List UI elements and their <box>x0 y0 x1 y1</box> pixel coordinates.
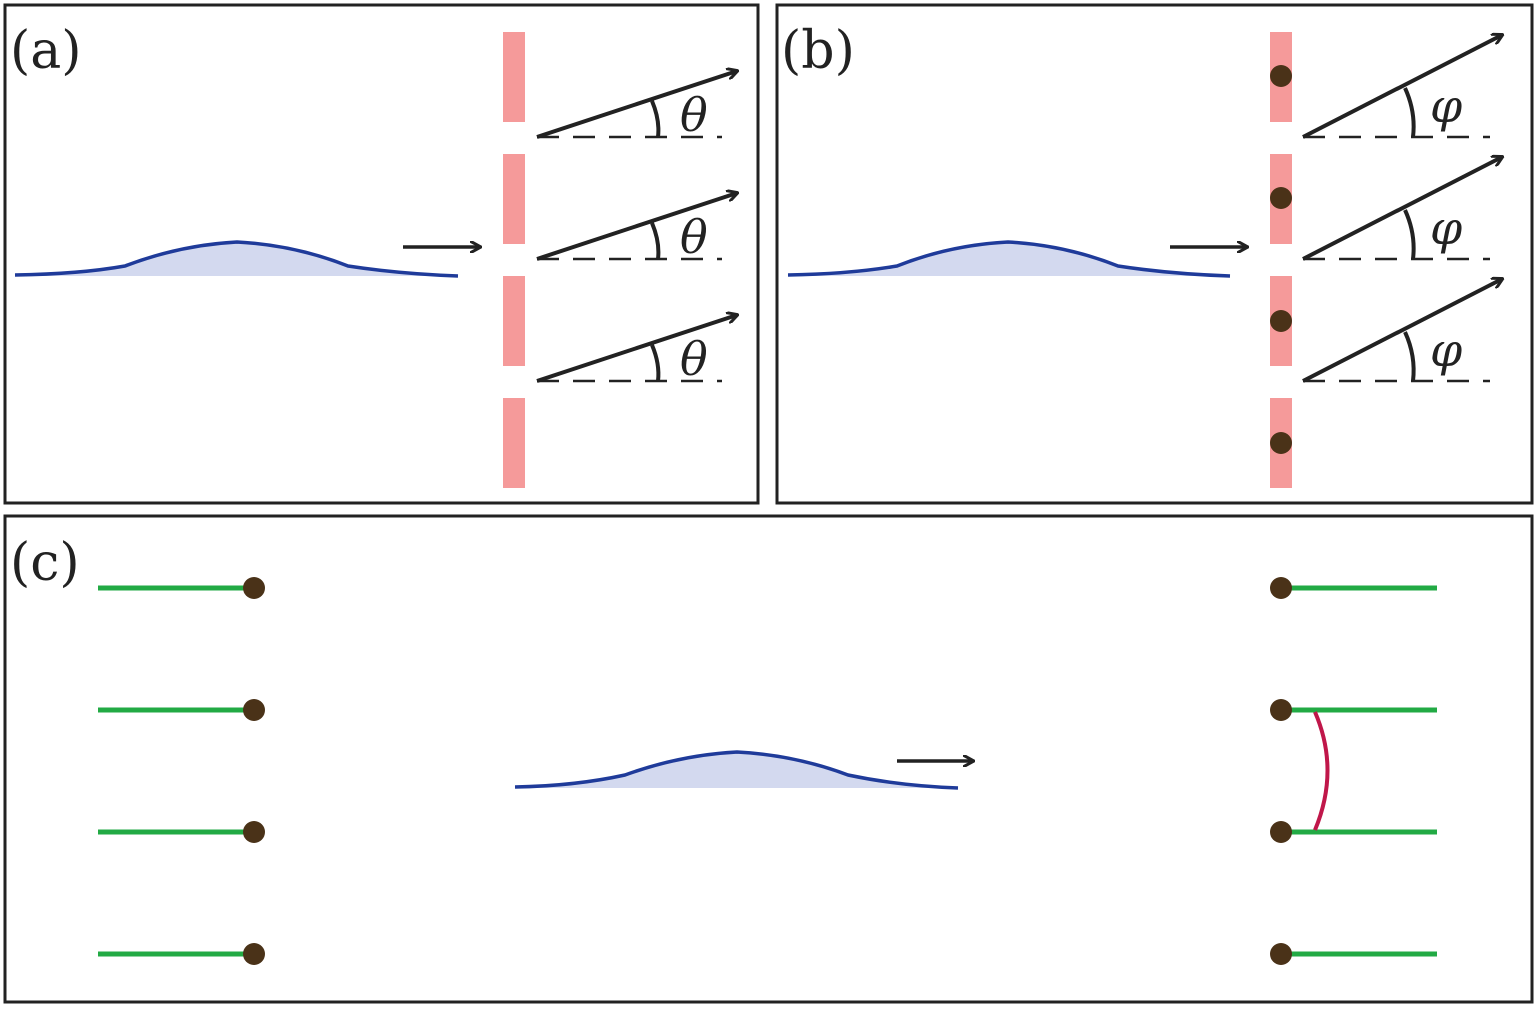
diffraction-ray: φ <box>1302 279 1502 383</box>
panel-a: (a) θ θ θ <box>3 3 760 505</box>
atom-dot <box>243 943 265 965</box>
atom-dot <box>1270 821 1292 843</box>
panel-c-frame <box>3 514 1534 1004</box>
atom-dots <box>1270 65 1292 454</box>
panel-b: (b) φ φ <box>775 3 1534 505</box>
diffraction-ray: φ <box>1302 35 1502 139</box>
atom-dot <box>1270 577 1292 599</box>
panel-b-label: (b) <box>781 21 855 81</box>
panel-c: (c) <box>3 514 1534 1004</box>
angle-label: θ <box>680 210 708 264</box>
wave-packet <box>14 240 459 278</box>
angle-label: φ <box>1430 323 1463 377</box>
panel-a-label: (a) <box>10 21 82 81</box>
angle-label: θ <box>680 332 708 386</box>
atom-dot <box>1270 699 1292 721</box>
atom-dot <box>243 699 265 721</box>
diffraction-ray: φ <box>1302 157 1502 261</box>
atom-dot <box>1270 65 1292 87</box>
diffraction-ray: θ <box>536 315 737 386</box>
angle-label: φ <box>1430 79 1463 133</box>
diffraction-ray: θ <box>536 193 737 264</box>
wave-packet <box>514 750 959 790</box>
angle-label: θ <box>680 88 708 142</box>
panel-a-frame <box>3 3 760 505</box>
angle-label: φ <box>1430 201 1463 255</box>
panel-c-label: (c) <box>10 533 80 593</box>
left-atom-array <box>98 577 265 965</box>
atom-dot <box>1270 310 1292 332</box>
atom-dot <box>243 821 265 843</box>
entanglement-link <box>1313 711 1330 831</box>
right-atom-array <box>1270 577 1437 965</box>
slit-barrier <box>1270 32 1292 488</box>
wave-packet <box>787 240 1231 278</box>
atom-dot <box>1270 432 1292 454</box>
atom-dot <box>1270 187 1292 209</box>
atom-dot <box>243 577 265 599</box>
slit-barrier <box>503 32 525 488</box>
panel-b-frame <box>775 3 1534 505</box>
atom-dot <box>1270 943 1292 965</box>
diffraction-ray: θ <box>536 71 737 142</box>
